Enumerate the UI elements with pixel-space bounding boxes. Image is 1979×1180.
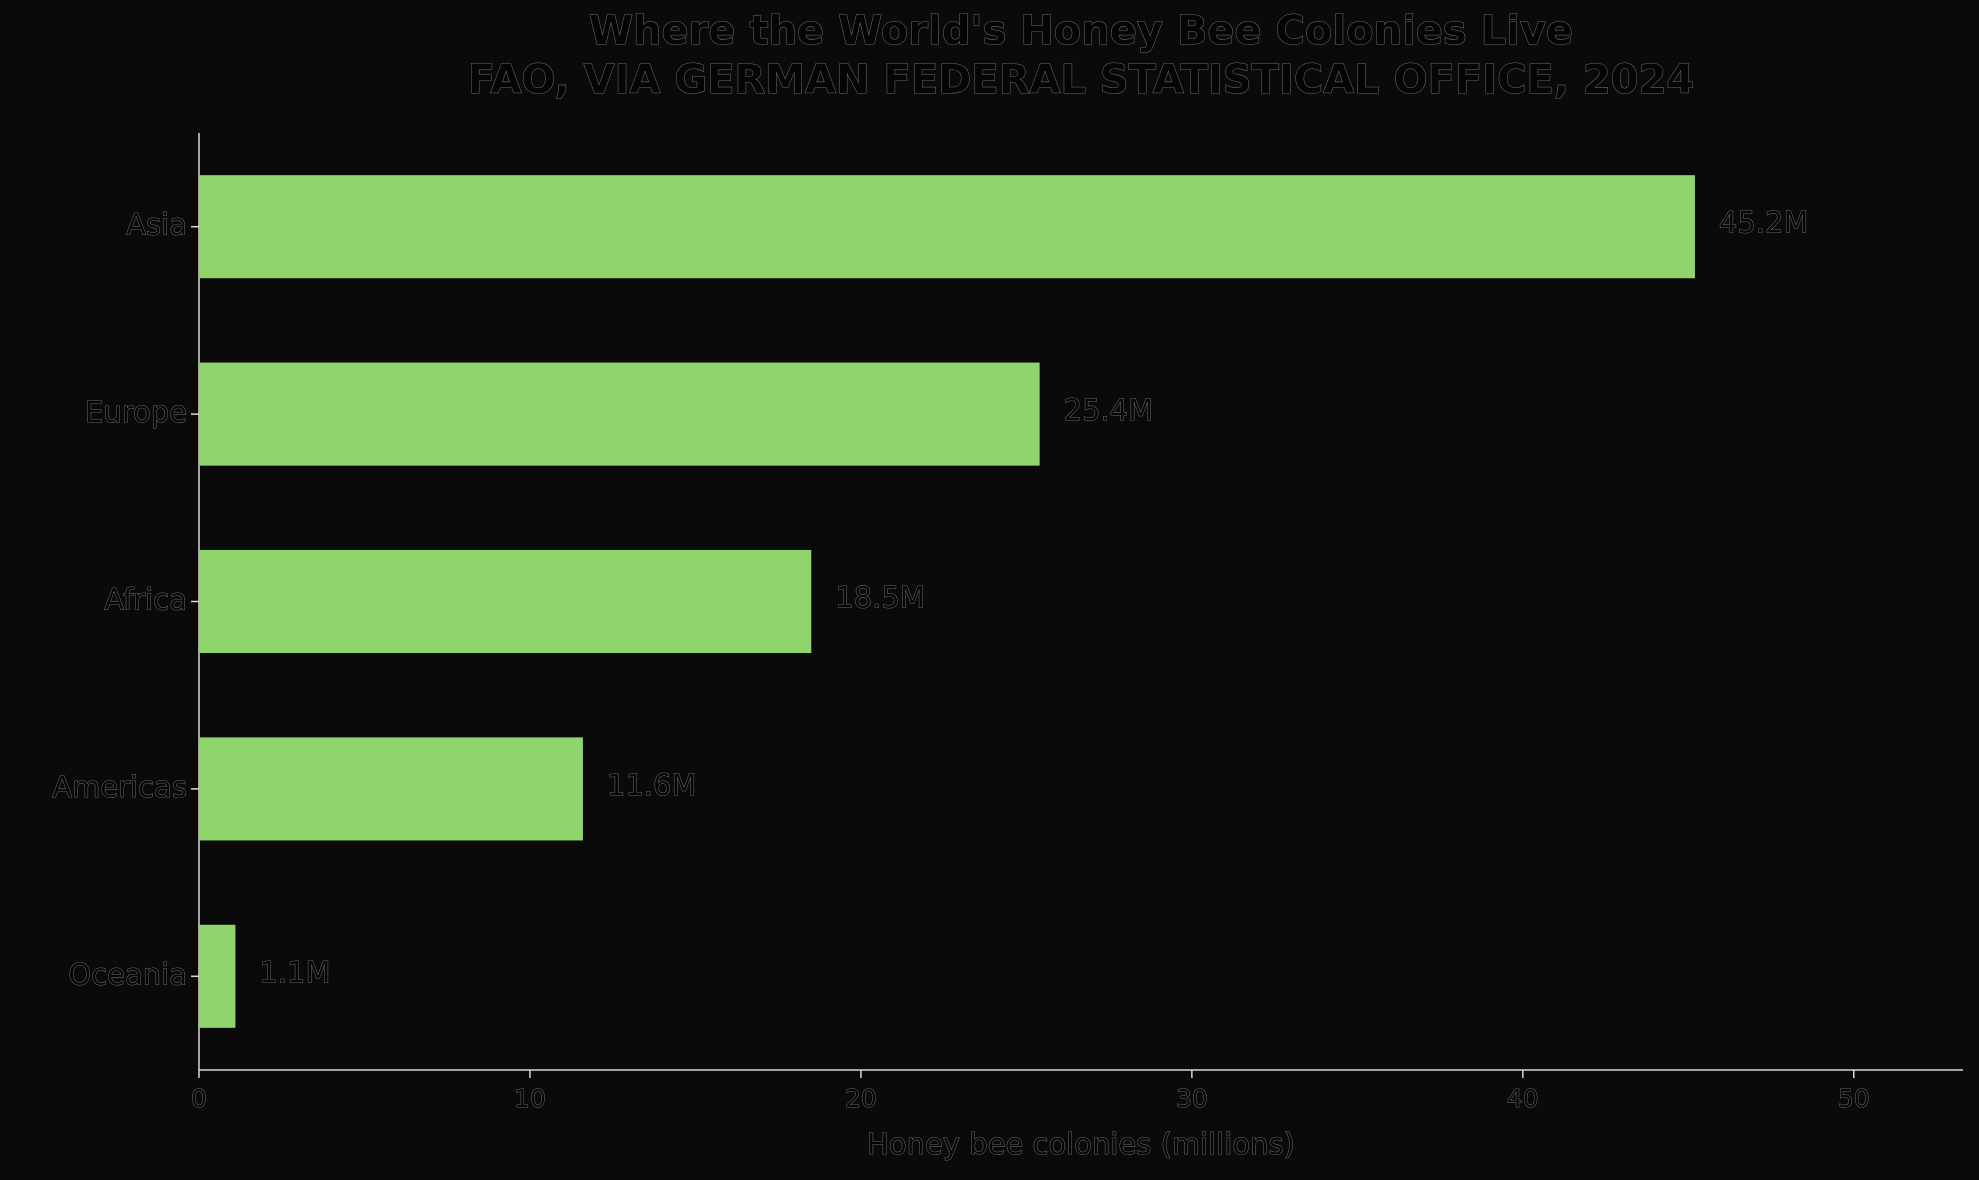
value-label: 25.4M	[1064, 393, 1154, 427]
value-label: 45.2M	[1719, 206, 1809, 240]
x-tick-label: 10	[514, 1084, 546, 1113]
value-label: 18.5M	[835, 581, 925, 615]
x-tick-label: 40	[1507, 1084, 1539, 1113]
bar	[199, 175, 1695, 279]
y-tick-label: Europe	[85, 395, 187, 429]
bar	[199, 549, 812, 654]
bar	[199, 737, 583, 841]
x-tick-label: 0	[191, 1084, 207, 1113]
x-axis-label: Honey bee colonies (millions)	[867, 1127, 1295, 1161]
bar	[199, 362, 1040, 466]
chart-title: Where the World's Honey Bee Colonies Liv…	[589, 8, 1573, 54]
chart-subtitle: FAO, VIA GERMAN FEDERAL STATISTICAL OFFI…	[468, 57, 1695, 103]
x-tick-label: 50	[1838, 1084, 1870, 1113]
y-tick-label: Oceania	[68, 957, 187, 991]
x-tick-label: 30	[1176, 1084, 1208, 1113]
value-label: 1.1M	[259, 955, 330, 989]
y-tick-label: Africa	[104, 583, 187, 617]
y-tick-label: Americas	[52, 770, 187, 804]
x-tick-label: 20	[845, 1084, 877, 1113]
y-tick-label: Asia	[126, 208, 187, 242]
bar	[199, 924, 236, 1028]
value-label: 11.6M	[607, 768, 697, 802]
